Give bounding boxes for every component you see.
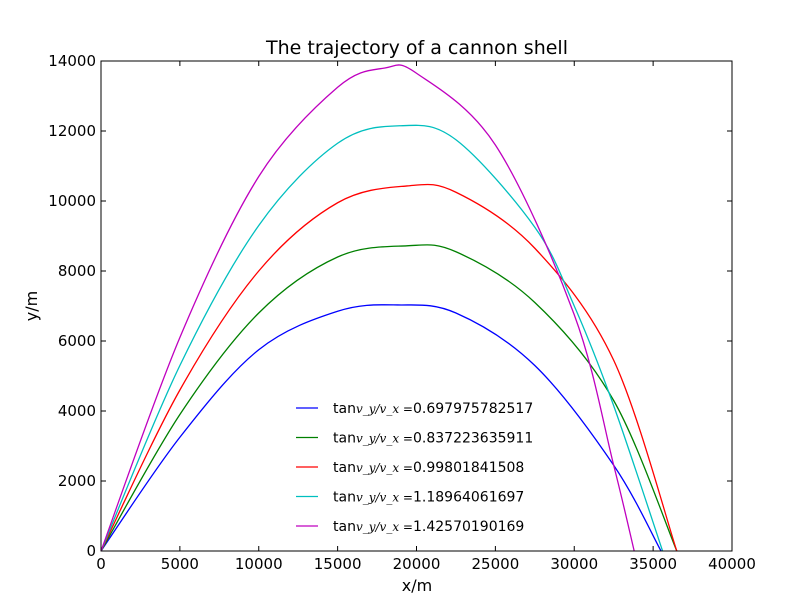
y-tick-label: 12000 bbox=[48, 122, 96, 140]
x-tick-label: 20000 bbox=[393, 555, 441, 573]
y-axis-label: y/m bbox=[22, 291, 41, 321]
series-line-3 bbox=[101, 183, 678, 551]
y-tick-label: 0 bbox=[86, 542, 96, 560]
x-tick-label: 25000 bbox=[472, 555, 520, 573]
series-line-1 bbox=[101, 304, 662, 551]
y-tick-label: 8000 bbox=[58, 262, 96, 280]
y-tick-label: 4000 bbox=[58, 402, 96, 420]
x-axis-label: x/m bbox=[402, 576, 432, 595]
legend-entry-2: tanv_y/v_x =0.837223635911 bbox=[333, 431, 533, 447]
y-tick-label: 10000 bbox=[48, 192, 96, 210]
x-tick-label: 15000 bbox=[314, 555, 362, 573]
x-tick-label: 0 bbox=[96, 555, 106, 573]
x-tick-label: 5000 bbox=[161, 555, 199, 573]
axis-ticks: 0 5000 10000 15000 20000 25000 30000 35000 40000… bbox=[48, 52, 756, 573]
x-tick-label: 40000 bbox=[708, 555, 756, 573]
x-tick-label: 10000 bbox=[235, 555, 283, 573]
x-tick-label: 35000 bbox=[629, 555, 677, 573]
legend-entry-4: tanv_y/v_x =1.18964061697 bbox=[333, 490, 524, 506]
legend-entry-1: tanv_y/v_x =0.697975782517 bbox=[333, 401, 533, 417]
legend-entry-5: tanv_y/v_x =1.42570190169 bbox=[333, 519, 524, 535]
series-line-5 bbox=[101, 64, 635, 551]
plot-area bbox=[101, 64, 678, 551]
legend-entry-3: tanv_y/v_x =0.99801841508 bbox=[333, 460, 524, 476]
x-tick-label: 30000 bbox=[550, 555, 598, 573]
y-tick-label: 2000 bbox=[58, 472, 96, 490]
chart-title: The trajectory of a cannon shell bbox=[265, 37, 568, 59]
y-tick-label: 6000 bbox=[58, 332, 96, 350]
series-line-4 bbox=[101, 124, 664, 551]
y-tick-label: 14000 bbox=[48, 52, 96, 70]
series-line-2 bbox=[101, 244, 678, 551]
plot-frame bbox=[100, 60, 733, 552]
legend: tanv_y/v_x =0.697975782517 tanv_y/v_x =0.… bbox=[296, 401, 533, 535]
